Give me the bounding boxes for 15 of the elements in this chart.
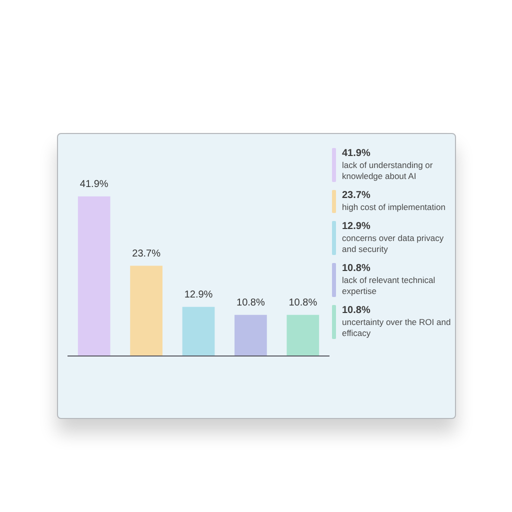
text: 41.9%	[342, 148, 370, 159]
text: 23.7%	[342, 190, 370, 201]
text: 10.8%	[342, 263, 370, 274]
text: 12.9%	[342, 221, 370, 232]
data-label: 12.9%	[184, 290, 213, 301]
data-label: 41.9%	[80, 179, 108, 190]
text: lack of relevant technical expertise	[342, 275, 436, 297]
text: high cost of implementation	[342, 202, 446, 213]
text: uncertainty over the ROI and efficacy	[342, 317, 452, 339]
data-label: 10.8%	[288, 298, 318, 309]
text: 10.8%	[342, 305, 370, 316]
text: concerns over data privacy and security	[342, 233, 445, 255]
data-label: 10.8%	[236, 298, 265, 309]
text: lack of understanding or knowledge about AI	[342, 160, 434, 182]
data-label: 23.7%	[132, 248, 161, 260]
